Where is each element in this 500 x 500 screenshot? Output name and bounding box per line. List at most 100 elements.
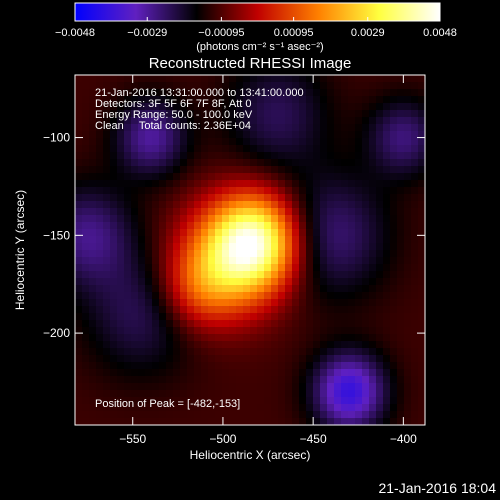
heatmap-cell: [376, 96, 384, 104]
heatmap-cell: [404, 138, 412, 146]
heatmap-cell: [362, 96, 370, 104]
heatmap-cell: [208, 201, 216, 209]
heatmap-cell: [201, 390, 209, 398]
heatmap-cell: [362, 208, 370, 216]
heatmap-cell: [285, 180, 293, 188]
heatmap-cell: [208, 145, 216, 153]
heatmap-cell: [201, 194, 209, 202]
heatmap-cell: [229, 173, 237, 181]
heatmap-cell: [145, 138, 153, 146]
heatmap-cell: [362, 201, 370, 209]
heatmap-cell: [348, 131, 356, 139]
heatmap-cell: [313, 229, 321, 237]
heatmap-cell: [208, 250, 216, 258]
heatmap-cell: [264, 96, 272, 104]
heatmap-cell: [278, 362, 286, 370]
heatmap-cell: [404, 292, 412, 300]
heatmap-cell: [313, 404, 321, 412]
heatmap-cell: [264, 222, 272, 230]
heatmap-cell: [257, 327, 265, 335]
heatmap-cell: [397, 145, 405, 153]
heatmap-cell: [397, 187, 405, 195]
heatmap-cell: [89, 320, 97, 328]
heatmap-cell: [292, 187, 300, 195]
heatmap-cell: [341, 285, 349, 293]
heatmap-cell: [292, 194, 300, 202]
heatmap-cell: [362, 320, 370, 328]
heatmap-cell: [348, 180, 356, 188]
heatmap-cell: [313, 348, 321, 356]
heatmap-cell: [208, 131, 216, 139]
heatmap-cell: [376, 187, 384, 195]
heatmap-cell: [285, 404, 293, 412]
heatmap-cell: [159, 278, 167, 286]
heatmap-cell: [411, 124, 419, 132]
heatmap-cell: [376, 327, 384, 335]
heatmap-cell: [257, 222, 265, 230]
heatmap-cell: [327, 313, 335, 321]
heatmap-cell: [320, 208, 328, 216]
heatmap-cell: [285, 117, 293, 125]
heatmap-cell: [117, 110, 125, 118]
heatmap-cell: [278, 348, 286, 356]
heatmap-cell: [187, 222, 195, 230]
heatmap-cell: [229, 75, 237, 83]
heatmap-cell: [243, 250, 251, 258]
heatmap-cell: [362, 327, 370, 335]
heatmap-cell: [82, 201, 90, 209]
heatmap-cell: [278, 236, 286, 244]
heatmap-cell: [236, 166, 244, 174]
heatmap-cell: [166, 334, 174, 342]
heatmap-cell: [299, 397, 307, 405]
heatmap-cell: [285, 229, 293, 237]
heatmap-cell: [89, 215, 97, 223]
heatmap-cell: [271, 250, 279, 258]
heatmap-cell: [362, 411, 370, 419]
heatmap-cell: [397, 152, 405, 160]
heatmap-cell: [208, 264, 216, 272]
heatmap-cell: [355, 145, 363, 153]
heatmap-cell: [271, 418, 279, 426]
heatmap-cell: [320, 292, 328, 300]
heatmap-cell: [82, 257, 90, 265]
heatmap-cell: [320, 362, 328, 370]
heatmap-cell: [180, 229, 188, 237]
heatmap-cell: [397, 348, 405, 356]
heatmap-cell: [166, 173, 174, 181]
heatmap-cell: [187, 229, 195, 237]
heatmap-cell: [278, 390, 286, 398]
heatmap-cell: [208, 397, 216, 405]
heatmap-cell: [292, 397, 300, 405]
heatmap-cell: [152, 124, 160, 132]
heatmap-cell: [250, 187, 258, 195]
heatmap-cell: [229, 383, 237, 391]
heatmap-cell: [180, 278, 188, 286]
heatmap-cell: [334, 383, 342, 391]
heatmap-cell: [376, 411, 384, 419]
heatmap-cell: [404, 194, 412, 202]
heatmap-cell: [82, 82, 90, 90]
heatmap-cell: [96, 236, 104, 244]
heatmap-cell: [194, 96, 202, 104]
heatmap-cell: [201, 159, 209, 167]
heatmap-cell: [313, 285, 321, 293]
heatmap-cell: [89, 271, 97, 279]
heatmap-cell: [208, 369, 216, 377]
heatmap-cell: [271, 194, 279, 202]
heatmap-cell: [138, 292, 146, 300]
heatmap-cell: [117, 285, 125, 293]
heatmap-cell: [341, 110, 349, 118]
heatmap-cell: [103, 236, 111, 244]
heatmap-cell: [236, 103, 244, 111]
heatmap-cell: [173, 124, 181, 132]
heatmap-cell: [110, 313, 118, 321]
heatmap-cell: [327, 390, 335, 398]
heatmap-cell: [383, 355, 391, 363]
heatmap-cell: [299, 313, 307, 321]
heatmap-cell: [138, 348, 146, 356]
heatmap-cell: [376, 152, 384, 160]
heatmap-cell: [229, 222, 237, 230]
heatmap-cell: [243, 341, 251, 349]
heatmap-cell: [117, 383, 125, 391]
heatmap-cell: [138, 173, 146, 181]
